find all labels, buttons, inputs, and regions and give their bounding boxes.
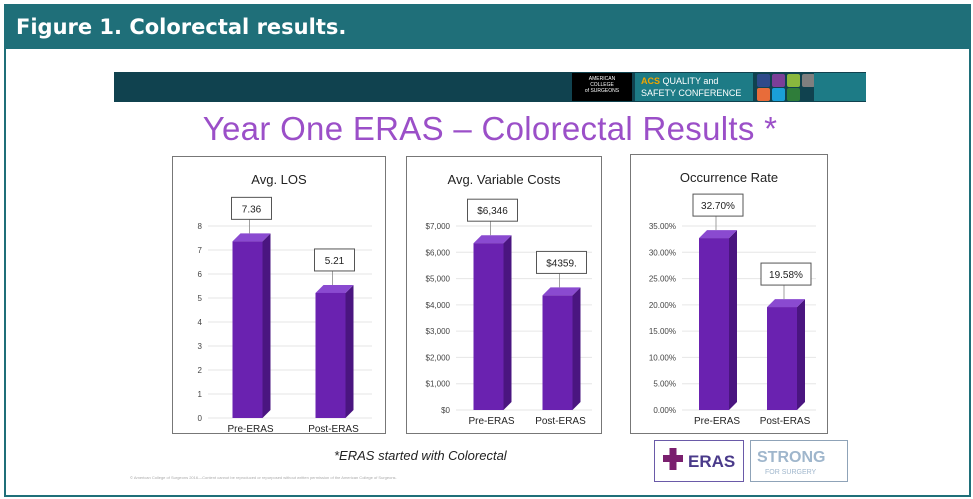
chart-title: Occurrence Rate [680, 170, 778, 185]
eras-logo-graphic: ERAS [663, 448, 735, 471]
acs-logo-line: of SURGEONS [584, 88, 620, 94]
category-label: Pre-ERAS [227, 424, 273, 434]
chart-avg-variable-costs: Avg. Variable Costs $0 $1,000 $2,000 $3,000 $… [406, 156, 602, 434]
data-label: $4359. [546, 258, 577, 269]
banner-color-square [772, 88, 785, 101]
bar [473, 243, 504, 410]
bar-side [797, 299, 805, 410]
conference-name: ACS QUALITY and SAFETY CONFERENCE [635, 73, 753, 101]
acs-logo: AMERICAN COLLEGE of SURGEONS [572, 73, 632, 101]
y-tick-label: 5.00% [653, 380, 676, 389]
bar-top [315, 284, 354, 293]
banner-color-square [802, 74, 815, 87]
acs-logo-line: COLLEGE [590, 82, 614, 88]
data-label-box [231, 196, 272, 220]
bar-top [232, 233, 271, 242]
copyright: © American College of Surgeons 2016—Cont… [130, 475, 397, 480]
conference-line1: QUALITY and [660, 76, 719, 86]
y-tick-label: $3,000 [426, 327, 451, 336]
y-tick-label: 20.00% [649, 301, 676, 310]
conference-banner [114, 72, 866, 102]
category-label: Post-ERAS [308, 424, 359, 434]
data-label-box [692, 193, 744, 217]
data-label: 5.21 [325, 256, 345, 267]
bar-side [503, 235, 512, 410]
banner-color-square [772, 74, 785, 87]
bar [232, 241, 263, 418]
data-label-box [467, 198, 518, 222]
conference-acs: ACS [641, 76, 661, 86]
slide: AMERICAN COLLEGE of SURGEONS ACS QUALITY… [114, 68, 866, 488]
data-label-box [760, 262, 812, 286]
y-tick-label: 10.00% [649, 353, 676, 362]
chart-title: Avg. LOS [251, 172, 307, 187]
y-tick-label: 1 [198, 390, 203, 399]
figure-caption: Figure 1. Colorectal results. [6, 6, 969, 49]
data-label: 19.58% [769, 270, 803, 281]
y-tick-label: 15.00% [649, 327, 676, 336]
data-label: $6,346 [477, 206, 508, 217]
y-tick-label: 7 [198, 246, 203, 255]
banner-end-block [814, 73, 866, 101]
category-label: Pre-ERAS [694, 416, 740, 427]
figure-frame: Figure 1. Colorectal results. AMERICAN C… [4, 4, 971, 497]
y-tick-label: 35.00% [649, 222, 676, 231]
y-tick-label: $0 [441, 406, 450, 415]
y-tick-label: 2 [198, 366, 203, 375]
y-tick-label: 0 [198, 414, 203, 423]
y-tick-label: $1,000 [426, 380, 451, 389]
bar [315, 292, 346, 418]
bar-side [345, 284, 354, 418]
strong-logo-subtext: FOR SURGERY [765, 469, 817, 476]
bar-side [262, 233, 271, 418]
y-tick-label: 3 [198, 342, 203, 351]
y-tick-label: $7,000 [426, 222, 451, 231]
data-label-box [314, 248, 355, 272]
category-label: Post-ERAS [535, 416, 586, 427]
y-tick-label: 30.00% [649, 248, 676, 257]
strong-logo-graphic: STRONG FOR SURGERY [757, 449, 825, 476]
banner-color-square [787, 74, 800, 87]
bar-top [767, 299, 805, 308]
strong-logo-text: STRONG [757, 449, 825, 466]
data-label: 7.36 [242, 204, 262, 215]
bar [542, 295, 573, 410]
slide-title: Year One ERAS – Colorectal Results * [202, 110, 778, 147]
footnote: *ERAS started with Colorectal [334, 448, 507, 463]
y-tick-label: 4 [198, 318, 203, 327]
chart-border [172, 156, 386, 434]
chart-occurrence-rate: Occurrence Rate 0.00% 5.00% 10.00% 15.00% 20.… [630, 154, 828, 434]
conference-line2: SAFETY CONFERENCE [641, 88, 742, 98]
chart-avg-los: Avg. LOS 0 1 2 3 4 5 6 7 8 7.36 Pre-ERAS 5.21 Post-ER… [172, 156, 386, 434]
banner-color-square [787, 88, 800, 101]
y-tick-label: $6,000 [426, 248, 451, 257]
category-label: Pre-ERAS [468, 416, 514, 427]
y-tick-label: 8 [198, 222, 203, 231]
y-tick-label: 5 [198, 294, 203, 303]
acs-logo-line: AMERICAN [588, 76, 616, 82]
bar [699, 238, 729, 410]
bar-side [572, 287, 581, 410]
eras-cross-v [669, 448, 677, 470]
data-label-box [536, 250, 587, 274]
y-tick-label: 0.00% [653, 406, 676, 415]
y-tick-label: $2,000 [426, 353, 451, 362]
bar [767, 307, 797, 410]
y-tick-label: $4,000 [426, 301, 451, 310]
bar-top [699, 230, 737, 239]
category-label: Post-ERAS [760, 416, 811, 427]
y-tick-label: 25.00% [649, 275, 676, 284]
eras-logo-text: ERAS [688, 452, 735, 471]
banner-color-square [757, 88, 770, 101]
banner-color-square [757, 74, 770, 87]
y-tick-label: $5,000 [426, 275, 451, 284]
bar-top [473, 235, 512, 244]
bar-top [542, 287, 581, 296]
eras-logo: ERAS [654, 440, 744, 482]
bar-side [729, 230, 737, 410]
data-label: 32.70% [701, 201, 735, 212]
strong-logo: STRONG FOR SURGERY [750, 440, 848, 482]
y-tick-label: 6 [198, 270, 203, 279]
chart-title: Avg. Variable Costs [448, 172, 561, 187]
